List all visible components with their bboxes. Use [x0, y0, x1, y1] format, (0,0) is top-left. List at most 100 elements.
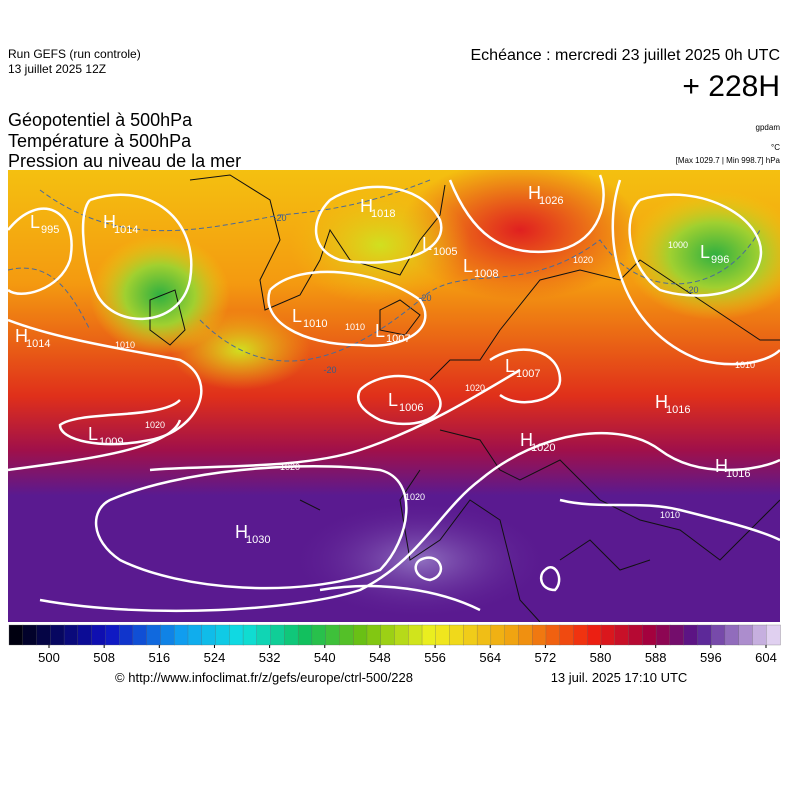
colorbar-swatch: [8, 624, 24, 646]
colorbar-swatch: [573, 624, 588, 646]
colorbar-swatch: [284, 624, 299, 646]
colorbar-swatch: [297, 624, 313, 646]
colorbar-swatch: [242, 624, 258, 646]
colorbar-swatch: [380, 624, 396, 646]
center-pressure: 1014: [114, 224, 138, 236]
colorbar-swatch: [449, 624, 464, 646]
center-pressure: 1026: [539, 195, 563, 207]
colorbar-swatch: [683, 624, 699, 646]
isotherm-label: -20: [685, 285, 698, 295]
colorbar-swatch: [628, 624, 643, 646]
center-type: H: [528, 183, 541, 203]
isotherm-label: -20: [418, 293, 431, 303]
center-type: H: [235, 522, 248, 542]
colorbar-swatch: [160, 624, 175, 646]
colorbar-swatch: [421, 624, 437, 646]
colorbar-swatch: [325, 624, 341, 646]
colorbar-label: 500: [38, 650, 60, 665]
colorbar-swatch: [559, 624, 575, 646]
center-type: H: [520, 430, 533, 450]
center-pressure: 1016: [726, 468, 750, 480]
isobar-label: 1010: [115, 340, 135, 350]
center-pressure: 1007: [516, 368, 540, 380]
colorbar-swatch: [476, 624, 492, 646]
map: [8, 170, 780, 622]
colorbar-swatch: [50, 624, 65, 646]
colorbar-swatch: [587, 624, 602, 646]
colorbar-swatch: [63, 624, 79, 646]
title-pressure: Pression au niveau de la mer: [8, 151, 241, 171]
colorbar-swatch: [711, 624, 726, 646]
center-type: L: [700, 242, 710, 262]
colorbar-swatch: [132, 624, 148, 646]
colorbar-swatch: [614, 624, 630, 646]
colorbar-swatch: [339, 624, 354, 646]
colorbar-swatch: [545, 624, 561, 646]
center-type: L: [375, 321, 385, 341]
colorbar-swatch: [766, 624, 781, 646]
isobar-label: 1000: [668, 240, 688, 250]
colorbar-label: 588: [645, 650, 667, 665]
colorbar-swatch: [105, 624, 120, 646]
colorbar: 500 508 516 524 532 540 548 556 564 572 580 588 596 6…: [8, 624, 781, 665]
colorbar-swatch: [77, 624, 93, 646]
colorbar-swatch: [353, 624, 368, 646]
colorbar-swatch: [642, 624, 657, 646]
colorbar-label: 572: [535, 650, 557, 665]
center-pressure: 1009: [99, 436, 123, 448]
colorbar-swatch: [201, 624, 217, 646]
colorbar-swatch: [600, 624, 616, 646]
colorbar-swatch: [463, 624, 478, 646]
title-geopotential: Géopotentiel à 500hPa: [8, 110, 193, 130]
unit-geopotential: gpdam: [756, 123, 781, 132]
center-type: L: [463, 256, 473, 276]
isotherm-label: -20: [273, 213, 286, 223]
isobar-label: 1020: [573, 255, 593, 265]
colorbar-swatch: [174, 624, 189, 646]
isobar-label: 1010: [660, 510, 680, 520]
isotherm-label: -20: [323, 365, 336, 375]
center-type: L: [30, 212, 40, 232]
isobar-label: 1020: [465, 383, 485, 393]
valid-time: Echéance : mercredi 23 juillet 2025 0h U…: [471, 47, 781, 64]
colorbar-label: 508: [93, 650, 115, 665]
unit-temperature: °C: [771, 143, 780, 152]
colorbar-swatch: [435, 624, 451, 646]
lead-time: + 228H: [682, 70, 780, 103]
colorbar-label: 516: [148, 650, 170, 665]
colorbar-swatch: [146, 624, 162, 646]
colorbar-swatch: [311, 624, 327, 646]
colorbar-swatch: [532, 624, 547, 646]
center-pressure: 1016: [666, 404, 690, 416]
colorbar-swatch: [697, 624, 712, 646]
colorbar-swatch: [408, 624, 423, 646]
colorbar-swatch: [22, 624, 38, 646]
colorbar-label: 548: [369, 650, 391, 665]
colorbar-swatch: [490, 624, 506, 646]
run-date: 13 juillet 2025 12Z: [8, 62, 106, 76]
isobar-label: 1020: [145, 420, 165, 430]
center-type: L: [422, 234, 432, 254]
center-pressure: 996: [711, 254, 729, 266]
center-type: L: [388, 390, 398, 410]
source-url: © http://www.infoclimat.fr/z/gefs/europe…: [115, 670, 413, 685]
colorbar-swatch: [724, 624, 740, 646]
isobar-label: 1010: [345, 322, 365, 332]
center-type: H: [15, 326, 28, 346]
isobar-label: 1020: [405, 492, 425, 502]
center-type: H: [715, 456, 728, 476]
colorbar-label: 604: [755, 650, 777, 665]
colorbar-swatch: [738, 624, 754, 646]
colorbar-label: 532: [259, 650, 281, 665]
colorbar-swatch: [504, 624, 520, 646]
colorbar-swatch: [518, 624, 533, 646]
center-pressure: 1005: [433, 246, 457, 258]
center-pressure: 1010: [303, 318, 327, 330]
center-pressure: 1030: [246, 534, 270, 546]
center-type: H: [655, 392, 668, 412]
colorbar-swatch: [256, 624, 272, 646]
colorbar-label: 564: [479, 650, 501, 665]
center-type: L: [505, 356, 515, 376]
colorbar-label: 556: [424, 650, 446, 665]
